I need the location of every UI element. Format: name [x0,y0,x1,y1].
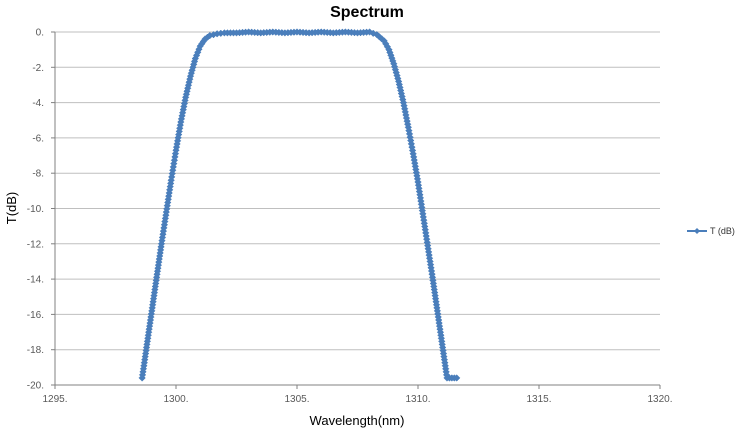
y-tick-label: -12. [27,239,44,250]
data-point-marker [172,143,181,151]
y-tick-label: -10. [27,204,44,215]
x-tick-label: 1295. [42,394,67,405]
chart-title: Spectrum [330,4,404,21]
legend: T (dB) [687,226,735,236]
series-markers [138,28,461,382]
y-tick-label: -16. [27,310,44,321]
x-tick-label: 1315. [526,394,551,405]
tick-labels: 0. -2. -4. -6. -8. -10. -12. -14. -16. -18. -20. 12… [27,28,673,406]
y-tick-label: 0. [36,28,44,39]
data-point-marker [170,156,179,164]
data-point-marker [163,202,171,210]
data-point-marker [169,163,177,171]
y-tick-label: -18. [27,345,44,356]
x-axis-title: Wavelength(nm) [310,413,405,428]
data-point-marker [165,192,173,200]
y-axis-title: T(dB) [4,192,19,225]
data-point-marker [168,169,176,178]
y-tick-label: -8. [32,169,44,180]
x-tick-label: 1310. [405,394,430,405]
data-point-marker [175,127,183,136]
y-tick-label: -14. [27,275,44,286]
y-tick-label: -2. [32,63,44,74]
data-point-marker [164,195,172,203]
y-tick-label: -20. [27,381,44,392]
y-tick-label: -6. [32,133,44,144]
legend-marker-sample [694,228,700,234]
data-point-marker [161,217,169,226]
data-point-marker [453,374,461,382]
data-point-marker [160,224,168,232]
data-point-marker [157,240,166,248]
data-point-marker [161,214,170,223]
data-point-marker [173,140,181,148]
axes [51,31,661,389]
x-tick-label: 1300. [163,394,188,405]
y-tick-label: -4. [32,98,44,109]
data-point-marker [168,173,176,181]
data-point-marker [365,28,374,36]
x-tick-label: 1305. [284,394,309,405]
data-point-marker [175,130,183,139]
legend-entry-label: T (dB) [710,226,735,236]
x-tick-label: 1320. [647,394,672,405]
